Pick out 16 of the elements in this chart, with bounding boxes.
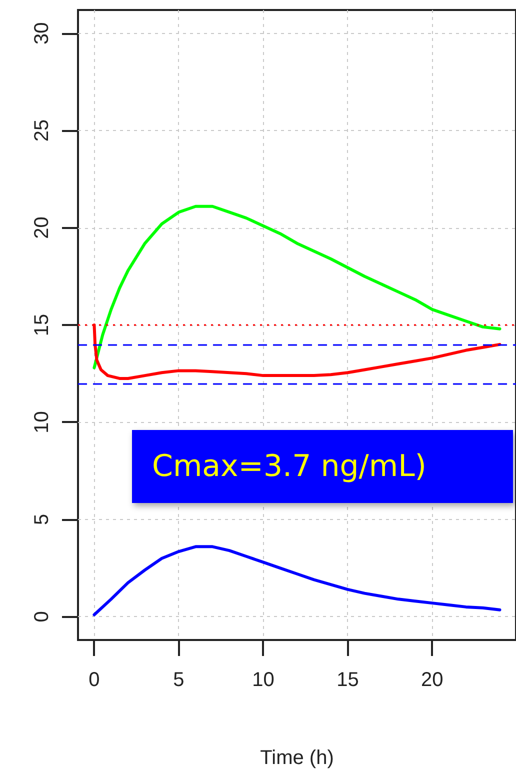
y-tick-label: 0 <box>31 611 53 622</box>
y-tick-label: 15 <box>31 314 53 336</box>
line-series <box>92 204 502 370</box>
y-tick-label: 25 <box>31 119 53 142</box>
x-tick-label: 5 <box>173 669 184 691</box>
line-series <box>92 545 502 616</box>
x-axis-title: Time (h) <box>260 747 334 769</box>
x-tick-label: 10 <box>252 669 274 691</box>
y-tick-label: 30 <box>31 22 53 44</box>
y-tick-label: 5 <box>31 514 53 526</box>
x-tick-label: 15 <box>336 669 359 691</box>
y-tick-label: 20 <box>31 216 53 239</box>
y-tick-label: 10 <box>31 411 53 434</box>
x-tick-label: 0 <box>88 669 100 691</box>
x-tick-label: 20 <box>421 669 444 691</box>
note-box: Cmax=3.7 ng/mL) <box>132 430 513 503</box>
